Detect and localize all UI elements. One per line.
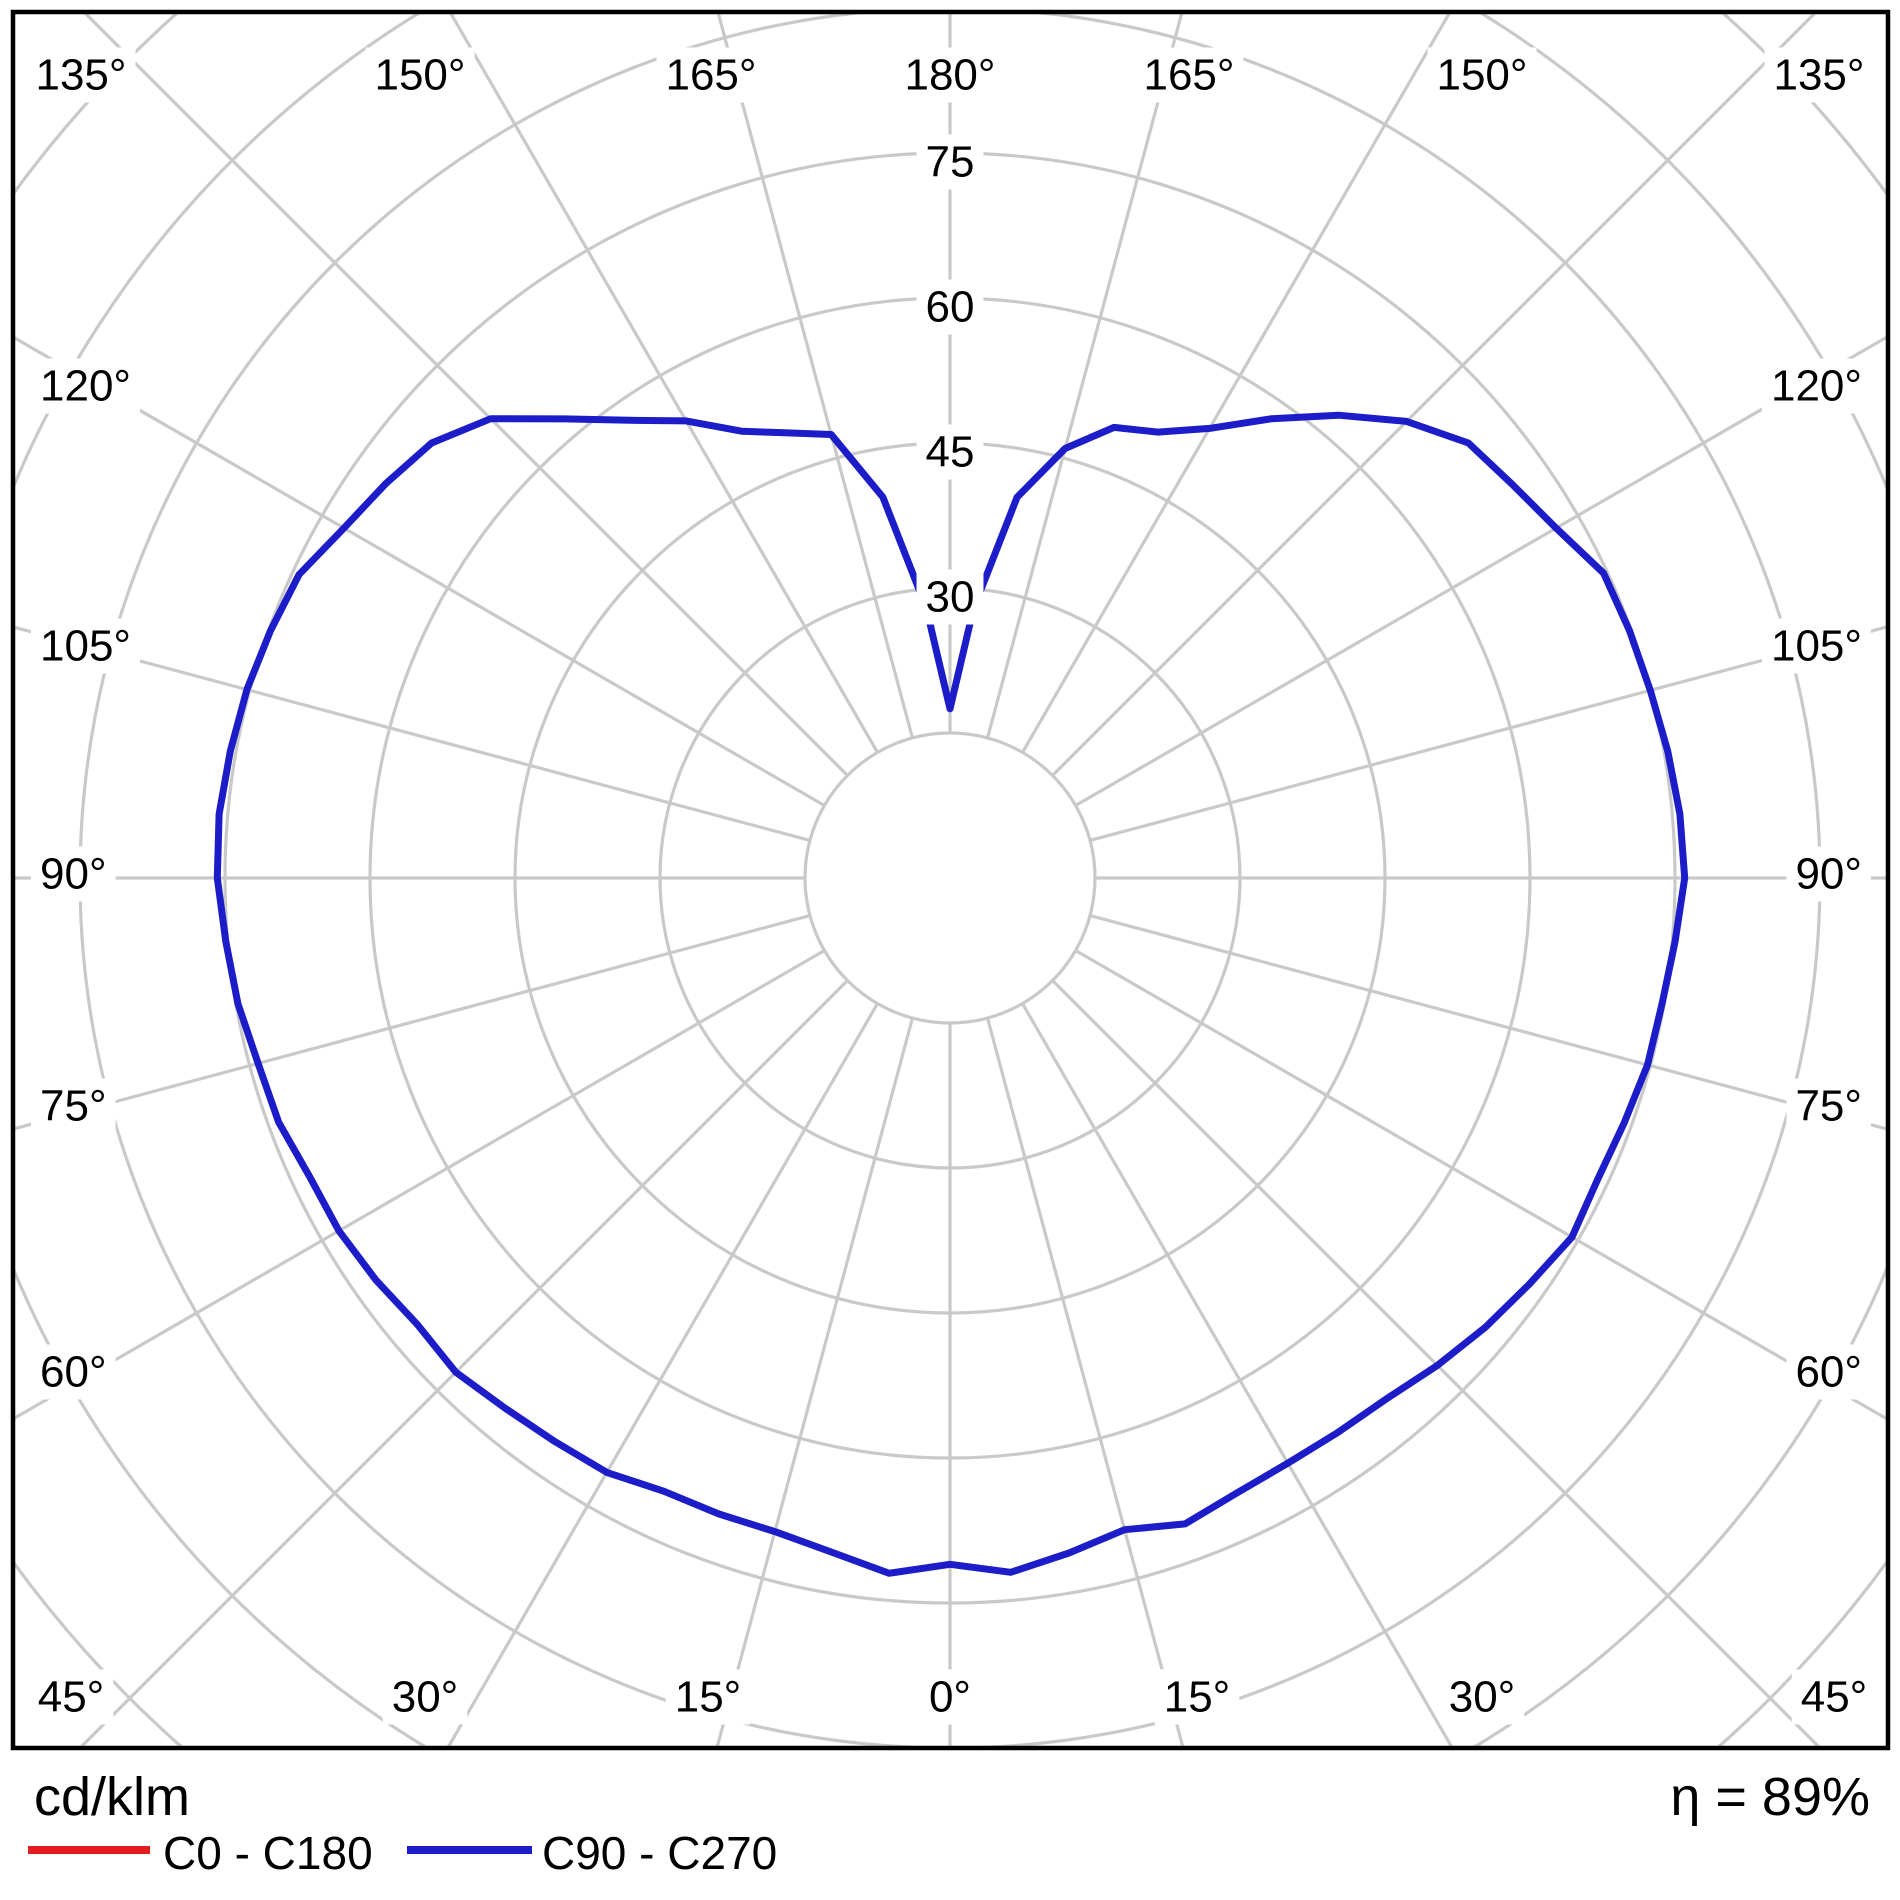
grid-spoke-285 (13, 913, 811, 1131)
grid-spoke-255 (13, 625, 811, 843)
grid-spoke-30 (1021, 1002, 1455, 1748)
angle-label-left-0-bg (31, 358, 141, 414)
grid-spoke-300 (13, 949, 826, 1421)
ring-label-60-bg (916, 279, 984, 335)
angle-label-top-0: 135° (35, 51, 126, 100)
angle-label-right-2-bg (1786, 846, 1871, 902)
ring-label-75: 75 (926, 138, 975, 187)
grid-spoke-75 (1089, 913, 1888, 1131)
unit-label: cd/klm (34, 1767, 191, 1827)
angle-label-right-3: 75° (1795, 1082, 1862, 1131)
angle-label-top-3: 180° (904, 51, 995, 100)
angle-label-top-5-bg (1427, 47, 1537, 103)
angle-label-right-4-bg (1786, 1344, 1871, 1400)
grid-spoke-105 (1089, 625, 1888, 843)
grid-spoke-150 (1021, 12, 1452, 754)
angle-label-bottom-3: 0° (929, 1673, 971, 1722)
angle-label-bottom-1: 30° (392, 1673, 459, 1722)
curve-C90-C270 (213, 411, 1689, 1577)
ring-label-30: 30 (926, 573, 975, 622)
angle-label-top-2: 165° (665, 51, 756, 100)
angle-label-bottom-6-bg (1791, 1669, 1877, 1725)
grid-spoke-330 (445, 1002, 879, 1748)
angle-label-right-4: 60° (1795, 1348, 1862, 1397)
angle-label-left-1: 105° (40, 622, 131, 671)
angle-label-top-1-bg (365, 47, 475, 103)
grid-spoke-225 (81, 12, 849, 777)
angle-label-right-3-bg (1786, 1078, 1871, 1134)
grid-ring-15 (803, 731, 1097, 1025)
angle-label-right-0-bg (1761, 358, 1871, 414)
angle-label-bottom-2-bg (665, 1669, 751, 1725)
angle-label-top-3-bg (895, 47, 1005, 103)
angle-label-top-4: 165° (1143, 51, 1234, 100)
angle-label-left-2-bg (31, 846, 116, 902)
grid-spoke-210 (448, 12, 879, 754)
angle-label-bottom-4: 15° (1164, 1673, 1231, 1722)
grid-labels: 30 45 60 75 135° 150° 165° 180° 165° 150° 135° 45° 3… (26, 47, 1877, 1725)
grid-spoke-345 (715, 1017, 915, 1748)
angle-label-left-0: 120° (40, 362, 131, 411)
angle-label-bottom-4-bg (1154, 1669, 1240, 1725)
angle-label-bottom-5: 30° (1449, 1673, 1516, 1722)
angle-label-bottom-6: 45° (1801, 1673, 1868, 1722)
angle-label-left-3: 75° (40, 1082, 107, 1131)
grid-spoke-165 (985, 12, 1184, 739)
grid-spoke-15 (985, 1017, 1185, 1748)
grid-spoke-60 (1074, 949, 1888, 1422)
angle-label-bottom-3-bg (919, 1669, 981, 1725)
ring-label-60: 60 (926, 283, 975, 332)
angle-label-left-3-bg (31, 1078, 116, 1134)
angle-label-bottom-5-bg (1439, 1669, 1525, 1725)
ring-label-75-bg (916, 134, 984, 190)
angle-label-top-2-bg (656, 47, 766, 103)
angle-label-right-1: 105° (1771, 622, 1862, 671)
grid-spoke-240 (13, 335, 826, 807)
curves (213, 411, 1689, 1577)
angle-label-top-5: 150° (1436, 51, 1527, 100)
legend-line-c90-c270 (407, 1846, 532, 1854)
grid-spoke-195 (716, 12, 915, 739)
legend-line-c0-c180 (28, 1846, 150, 1854)
ring-label-45: 45 (926, 428, 975, 477)
legend-label-c90-c270: C90 - C270 (542, 1827, 778, 1879)
angle-label-top-1: 150° (374, 51, 465, 100)
angle-label-right-2: 90° (1795, 850, 1862, 899)
angle-label-left-4-bg (31, 1344, 116, 1400)
grid-spoke-135 (1051, 12, 1819, 777)
angle-label-bottom-0: 45° (38, 1673, 105, 1722)
angle-label-top-0-bg (26, 47, 136, 103)
angle-label-bottom-0-bg (28, 1669, 114, 1725)
ring-label-45-bg (916, 424, 984, 480)
angle-label-left-2: 90° (40, 850, 107, 899)
angle-label-right-0: 120° (1771, 362, 1862, 411)
angle-label-bottom-2: 15° (675, 1673, 742, 1722)
angle-label-left-1-bg (31, 618, 141, 674)
angle-label-bottom-1-bg (382, 1669, 468, 1725)
angle-label-right-1-bg (1761, 618, 1871, 674)
efficiency-label: η = 89% (1670, 1767, 1870, 1827)
plot-frame (10, 9, 1891, 1751)
ring-label-30-bg (916, 569, 984, 625)
grid-spoke-120 (1074, 334, 1888, 807)
angle-label-top-6: 135° (1773, 51, 1864, 100)
angle-label-top-6-bg (1764, 47, 1874, 103)
angle-label-left-4: 60° (40, 1348, 107, 1397)
angle-label-top-4-bg (1134, 47, 1244, 103)
legend-label-c0-c180: C0 - C180 (163, 1827, 373, 1879)
